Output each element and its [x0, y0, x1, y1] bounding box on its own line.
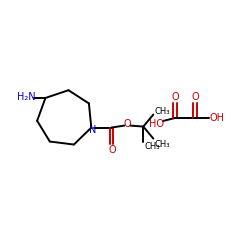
Text: CH₃: CH₃ [144, 142, 160, 151]
Text: O: O [171, 92, 179, 102]
Text: O: O [191, 92, 199, 102]
Text: CH₃: CH₃ [154, 140, 170, 149]
Text: HO: HO [148, 119, 164, 129]
Text: O: O [108, 144, 116, 154]
Text: O: O [124, 118, 131, 128]
Text: OH: OH [210, 113, 224, 123]
Text: H₂N: H₂N [17, 92, 36, 102]
Text: CH₃: CH₃ [154, 107, 170, 116]
Text: N: N [88, 124, 96, 134]
